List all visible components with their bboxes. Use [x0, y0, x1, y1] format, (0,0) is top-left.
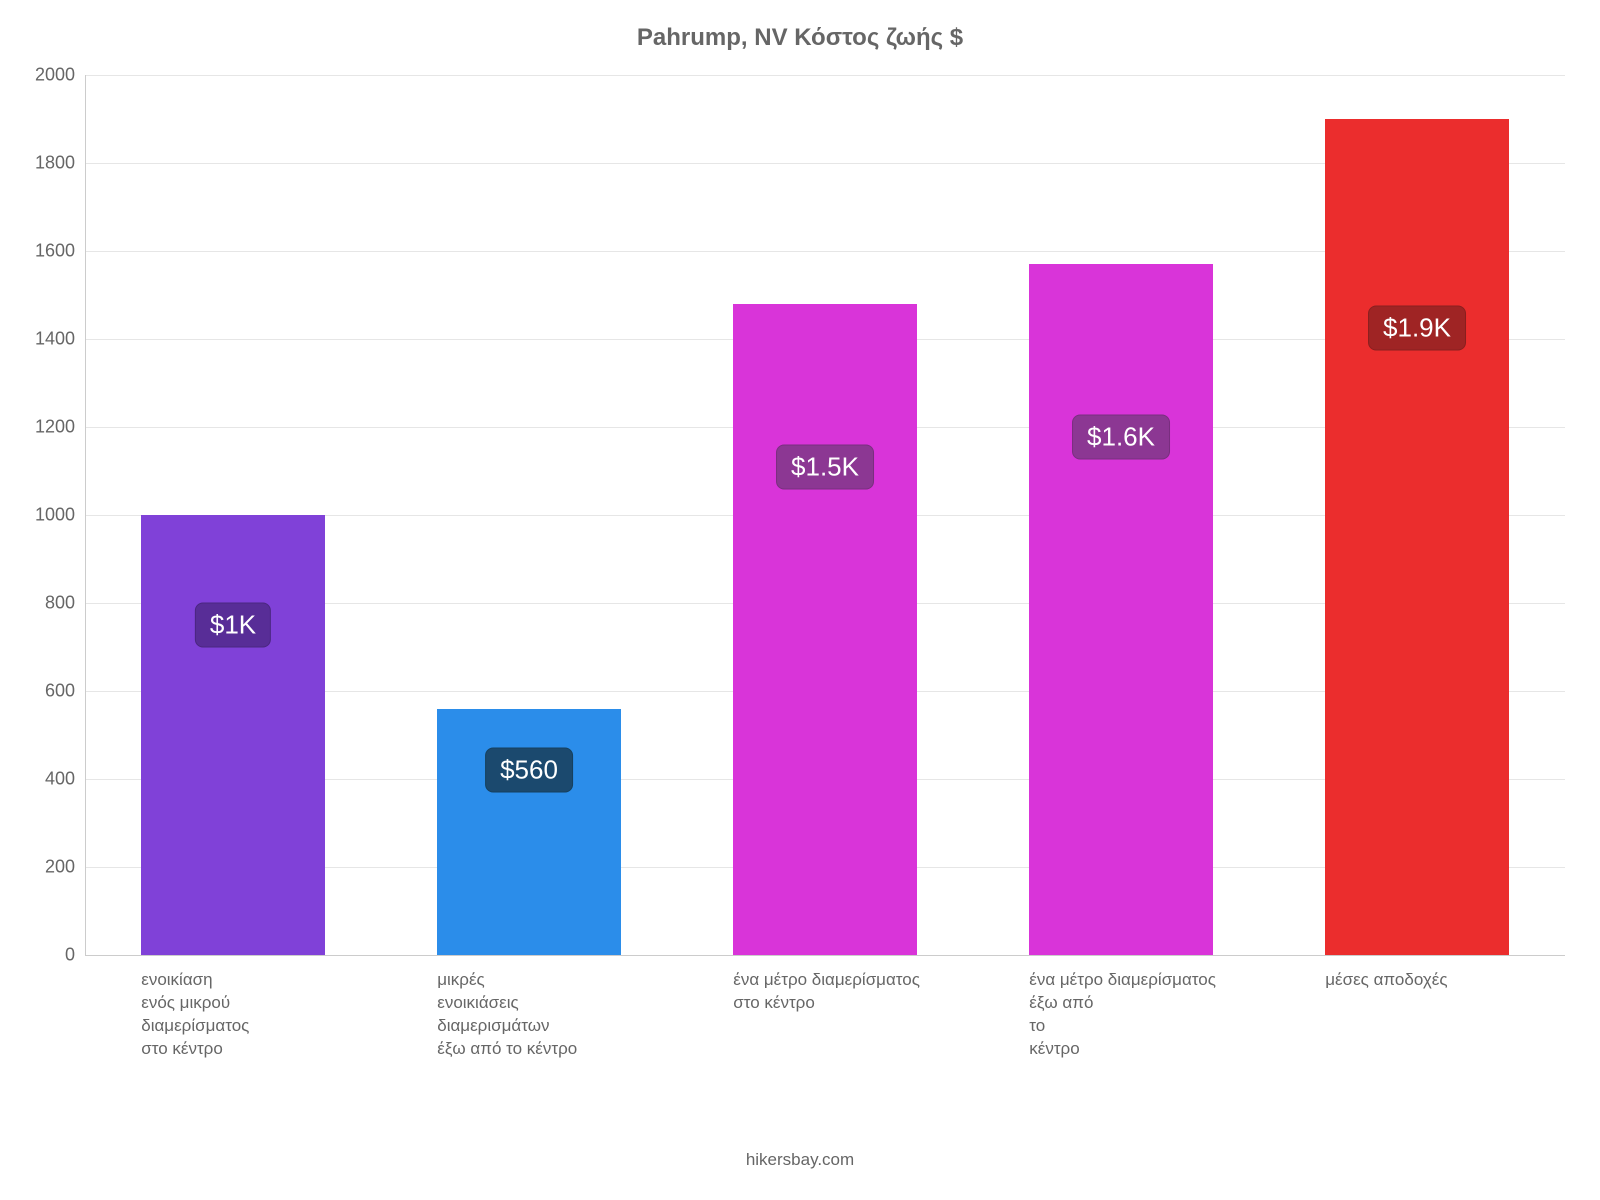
x-tick-label: ένα μέτρο διαμερίσματος έξω από το κέντρ… — [1029, 955, 1325, 1061]
y-tick-label: 0 — [65, 945, 85, 966]
y-tick-label: 1800 — [35, 153, 85, 174]
x-tick-label: μικρές ενοικιάσεις διαμερισμάτων έξω από… — [437, 955, 733, 1061]
plot-area: 0200400600800100012001400160018002000$1K… — [85, 75, 1565, 955]
y-tick-label: 200 — [45, 857, 85, 878]
grid-line — [85, 75, 1565, 76]
y-tick-label: 1400 — [35, 329, 85, 350]
bar — [141, 515, 325, 955]
value-badge: $1.6K — [1072, 414, 1170, 459]
chart-credit: hikersbay.com — [0, 1150, 1600, 1170]
y-tick-label: 1600 — [35, 241, 85, 262]
y-tick-label: 800 — [45, 593, 85, 614]
value-badge: $1.5K — [776, 444, 874, 489]
bar — [1029, 264, 1213, 955]
bar — [733, 304, 917, 955]
bar — [1325, 119, 1509, 955]
chart-title: Pahrump, NV Κόστος ζωής $ — [0, 24, 1600, 52]
y-tick-label: 1000 — [35, 505, 85, 526]
y-axis-line — [85, 75, 86, 955]
bar — [437, 709, 621, 955]
y-tick-label: 1200 — [35, 417, 85, 438]
x-tick-label: ενοικίαση ενός μικρού διαμερίσματος στο … — [141, 955, 437, 1061]
x-tick-label: μέσες αποδοχές — [1325, 955, 1600, 992]
y-tick-label: 600 — [45, 681, 85, 702]
value-badge: $1.9K — [1368, 306, 1466, 351]
y-tick-label: 2000 — [35, 65, 85, 86]
value-badge: $1K — [195, 603, 271, 648]
x-tick-label: ένα μέτρο διαμερίσματος στο κέντρο — [733, 955, 1029, 1015]
cost-of-living-bar-chart: Pahrump, NV Κόστος ζωής $ 02004006008001… — [0, 0, 1600, 1200]
y-tick-label: 400 — [45, 769, 85, 790]
value-badge: $560 — [485, 748, 573, 793]
